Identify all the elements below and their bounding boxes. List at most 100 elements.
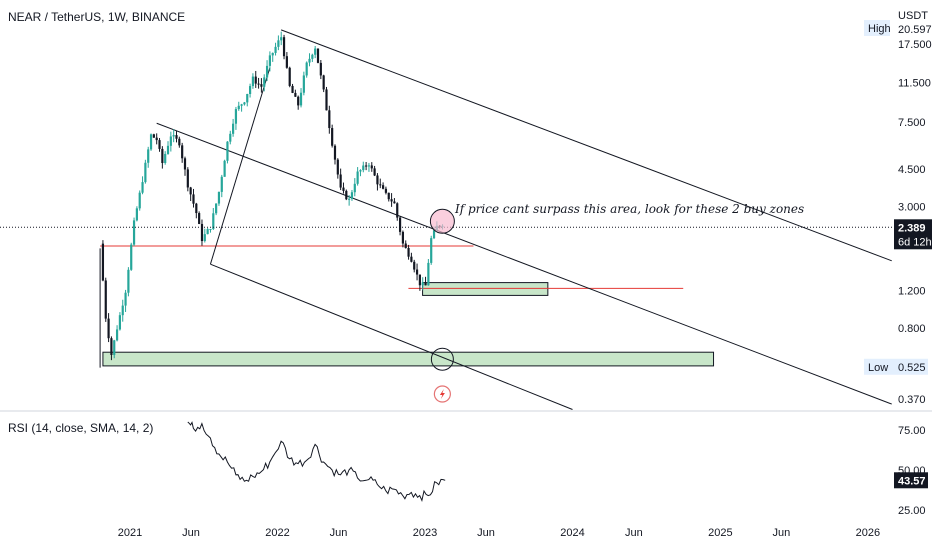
candle[interactable] (404, 243, 407, 248)
candle[interactable] (339, 174, 342, 188)
candle[interactable] (198, 213, 201, 224)
candle[interactable] (353, 183, 356, 193)
candle[interactable] (115, 329, 119, 341)
candle[interactable] (104, 280, 107, 319)
candle[interactable] (282, 37, 286, 57)
candle[interactable] (302, 75, 305, 93)
candle[interactable] (384, 188, 388, 193)
candle[interactable] (144, 162, 147, 183)
candle[interactable] (393, 201, 396, 204)
candle[interactable] (217, 191, 221, 204)
candle[interactable] (220, 176, 223, 192)
candle[interactable] (348, 198, 351, 200)
candle[interactable] (305, 62, 308, 76)
trendline-4[interactable] (209, 67, 271, 265)
candle[interactable] (365, 165, 368, 167)
candle[interactable] (359, 170, 362, 172)
candle[interactable] (161, 148, 164, 164)
candle[interactable] (299, 92, 303, 106)
trendline-2[interactable] (156, 122, 892, 405)
candle[interactable] (164, 153, 167, 164)
candle[interactable] (175, 135, 178, 139)
candle[interactable] (257, 83, 260, 85)
candle[interactable] (246, 93, 249, 103)
candle[interactable] (203, 234, 206, 242)
candle[interactable] (421, 282, 424, 286)
candle[interactable] (430, 238, 433, 263)
intersection-circle[interactable] (430, 347, 454, 371)
candle[interactable] (212, 213, 215, 230)
time-axis[interactable]: 2021 Jun 2022 Jun 2023 Jun 2024 Jun 2025 Jun 2026 (118, 527, 880, 539)
candle[interactable] (135, 208, 138, 221)
candle[interactable] (232, 123, 235, 134)
candle[interactable] (291, 85, 294, 93)
candle[interactable] (147, 149, 150, 163)
candle[interactable] (237, 105, 240, 110)
candle[interactable] (138, 192, 141, 209)
candle[interactable] (209, 229, 212, 231)
candle[interactable] (178, 138, 181, 146)
candle[interactable] (325, 89, 328, 111)
candle[interactable] (186, 169, 189, 188)
candle[interactable] (181, 145, 184, 159)
candle[interactable] (376, 175, 379, 185)
candle[interactable] (189, 187, 192, 195)
buy-zone-1[interactable] (422, 282, 549, 296)
candle[interactable] (316, 48, 320, 63)
candle[interactable] (333, 145, 337, 160)
candle[interactable] (195, 203, 198, 214)
candle[interactable] (274, 46, 277, 53)
candle[interactable] (132, 220, 136, 245)
candle[interactable] (328, 110, 331, 129)
candle[interactable] (370, 165, 373, 169)
candle[interactable] (314, 48, 317, 55)
candle[interactable] (424, 282, 427, 286)
candle[interactable] (172, 135, 175, 137)
candle[interactable] (362, 165, 365, 171)
candle[interactable] (183, 158, 187, 170)
candle[interactable] (260, 84, 263, 87)
candle[interactable] (367, 165, 371, 167)
candle[interactable] (113, 340, 116, 355)
candle[interactable] (427, 262, 430, 286)
candle[interactable] (152, 134, 155, 138)
candle[interactable] (130, 244, 133, 270)
candle[interactable] (155, 137, 158, 141)
candle[interactable] (110, 338, 113, 355)
candle[interactable] (413, 261, 416, 270)
candle[interactable] (336, 159, 339, 175)
candle[interactable] (124, 292, 127, 306)
candle[interactable] (240, 104, 243, 106)
candle[interactable] (407, 247, 410, 257)
candle[interactable] (169, 136, 172, 146)
rsi-line[interactable] (187, 421, 446, 502)
candle[interactable] (277, 40, 280, 47)
candle[interactable] (101, 243, 105, 281)
candle[interactable] (294, 92, 297, 97)
candle[interactable] (350, 192, 354, 199)
candle[interactable] (206, 229, 209, 235)
candle[interactable] (396, 203, 399, 218)
candle[interactable] (432, 230, 436, 239)
candle[interactable] (379, 184, 382, 186)
resistance-highlight-circle[interactable] (429, 208, 455, 234)
candle[interactable] (141, 182, 144, 193)
candle[interactable] (215, 203, 218, 214)
candle[interactable] (127, 269, 130, 293)
candle[interactable] (243, 102, 246, 105)
candle[interactable] (166, 145, 170, 154)
candle[interactable] (200, 223, 204, 242)
candle[interactable] (297, 96, 300, 106)
candle[interactable] (248, 86, 252, 94)
candle[interactable] (410, 256, 413, 262)
candle[interactable] (121, 305, 124, 316)
candle[interactable] (387, 192, 390, 200)
candle[interactable] (390, 199, 393, 202)
candle[interactable] (319, 62, 322, 76)
candle[interactable] (223, 160, 226, 177)
candle[interactable] (265, 65, 269, 78)
candle[interactable] (322, 75, 325, 90)
candle[interactable] (331, 128, 334, 146)
candle[interactable] (229, 133, 232, 142)
candle[interactable] (268, 55, 271, 66)
